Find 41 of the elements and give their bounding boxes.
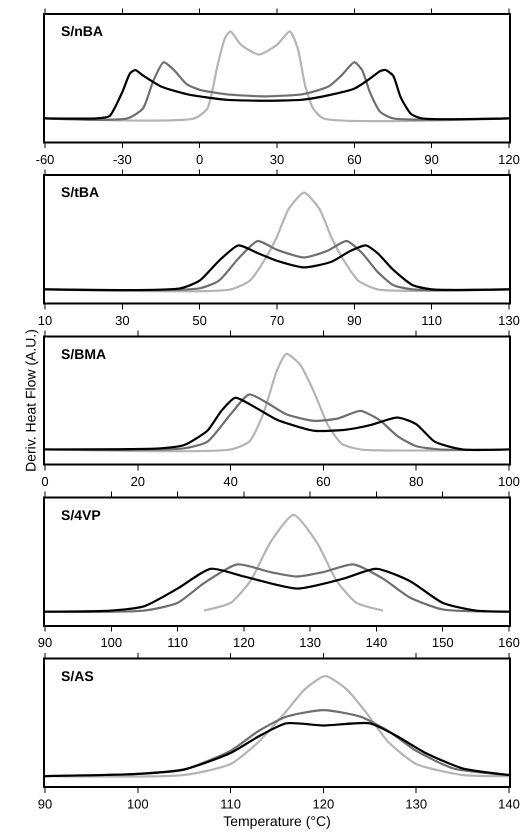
x-tick-label: 50 [192,312,207,328]
x-tick-label: 120 [233,635,255,650]
x-tick-label: 90 [38,635,52,650]
x-tick-label: 30 [115,312,130,328]
x-tick-label: 130 [498,312,520,328]
x-tick-label: 150 [432,635,454,650]
x-tick-label: 0 [41,474,49,490]
x-tick-label: 90 [424,152,439,167]
x-tick-label: 30 [270,152,284,167]
x-tick-label: 100 [498,474,520,490]
chart-title: S/AS [61,668,94,684]
x-tick-label: 10 [38,312,52,328]
x-tick-label: 80 [408,474,424,490]
x-tick-label: 120 [312,796,334,812]
x-tick-label: 60 [316,474,331,490]
x-tick-label: 160 [498,635,520,650]
x-tick-label: 120 [498,152,520,167]
x-tick-label: 90 [347,312,362,328]
x-tick-label: 100 [100,635,122,650]
x-tick-label: 110 [421,312,442,328]
x-tick-label: 110 [167,635,188,650]
chart-title: S/BMA [61,346,106,362]
x-tick-label: 90 [38,796,52,812]
chart-title: S/4VP [61,507,101,523]
x-tick-label: 70 [270,312,284,328]
x-axis-title: Temperature (°C) [223,813,331,830]
x-tick-label: -60 [36,152,54,167]
x-tick-label: 140 [498,796,520,812]
x-tick-label: 0 [196,152,204,167]
chart-title: S/tBA [61,184,100,200]
x-tick-label: 40 [223,474,238,490]
x-tick-label: 130 [405,796,428,812]
x-tick-label: 60 [347,152,362,167]
x-tick-label: 20 [130,474,146,490]
chart-title: S/nBA [61,23,103,39]
x-tick-label: 110 [220,796,241,812]
x-tick-label: 100 [126,796,149,812]
x-tick-label: 140 [366,635,388,650]
x-tick-label: 130 [299,635,321,650]
x-tick-label: -30 [112,152,132,167]
y-axis-title: Deriv. Heat Flow (A.U.) [22,329,38,472]
